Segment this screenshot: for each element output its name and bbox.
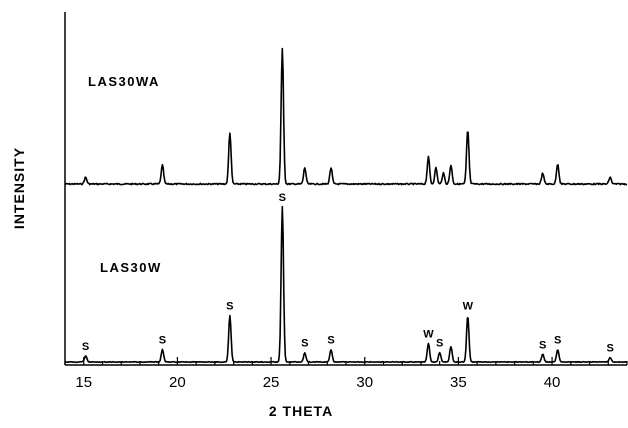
peak-label: W: [463, 301, 474, 313]
peak-label: S: [436, 338, 443, 350]
series-label-las30wa: LAS30WA: [88, 74, 160, 89]
peak-label: S: [327, 335, 334, 347]
x-tick-label: 25: [263, 374, 280, 391]
x-tick-label: 30: [356, 374, 373, 391]
peak-label: S: [226, 301, 233, 313]
traces: [64, 47, 628, 364]
peak-label: S: [82, 341, 89, 353]
series-label-las30w: LAS30W: [100, 260, 162, 275]
peak-label: S: [606, 342, 613, 354]
x-tick-label: 40: [544, 374, 561, 391]
x-tick-label: 35: [450, 374, 467, 391]
axes: 15 20 25 30 35 40 2 THETA INTENSITY: [11, 12, 628, 419]
peak-label: S: [159, 335, 166, 347]
x-axis-title: 2 THETA: [269, 403, 333, 419]
peak-label: W: [423, 328, 434, 340]
trace-las30wa: [64, 47, 628, 186]
peak-label: S: [279, 192, 286, 204]
y-axis-title: INTENSITY: [11, 147, 27, 229]
x-tick-label: 15: [75, 374, 92, 391]
peak-label: S: [554, 335, 561, 347]
peak-label: S: [539, 339, 546, 351]
trace-las30w: [64, 205, 628, 364]
x-tick-label: 20: [169, 374, 186, 391]
peak-label: S: [301, 338, 308, 350]
